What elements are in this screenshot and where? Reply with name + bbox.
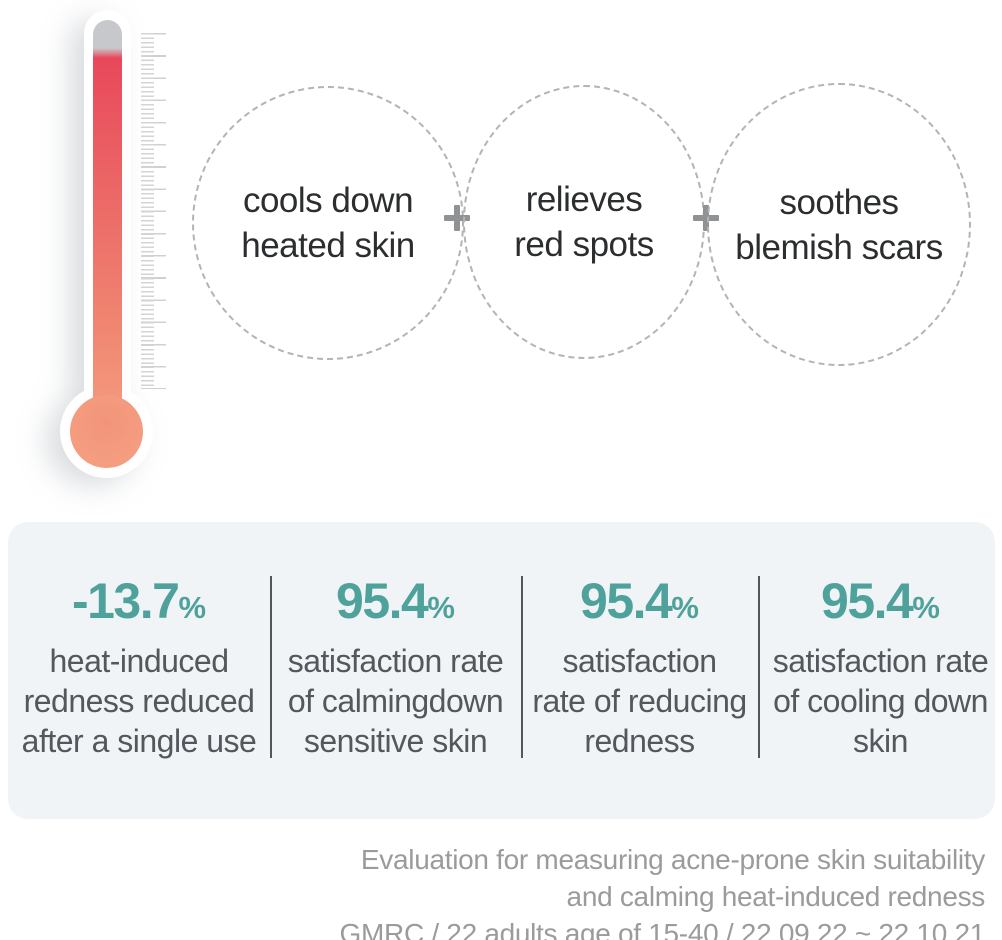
plus-icon bbox=[444, 205, 470, 231]
stat-description-line: heat-induced bbox=[49, 643, 229, 679]
benefit-line: red spots bbox=[514, 225, 654, 264]
stat-unit: % bbox=[671, 590, 699, 625]
benefit-line: heated skin bbox=[241, 226, 415, 265]
benefit-circle-relieves-red-spots: relieves red spots bbox=[463, 85, 705, 359]
stat-description-line: satisfaction bbox=[562, 643, 717, 679]
benefit-circle-soothes-scars: soothes blemish scars bbox=[707, 83, 971, 366]
stat-description-line: skin bbox=[853, 723, 908, 759]
stat-divider bbox=[270, 576, 272, 758]
stat-description-line: of calmingdown bbox=[287, 683, 504, 719]
stat-description-line: redness reduced bbox=[23, 683, 255, 719]
benefit-line: relieves bbox=[525, 180, 643, 219]
stat-unit: % bbox=[912, 590, 940, 625]
stat-description: heat-induced redness reduced after a sin… bbox=[8, 641, 270, 761]
stat-reducing-redness-satisfaction: 95.4% satisfaction rate of reducing redn… bbox=[521, 572, 758, 761]
stat-divider bbox=[758, 576, 760, 758]
stat-unit: % bbox=[178, 590, 207, 625]
stat-value: 95.4% bbox=[758, 572, 1002, 637]
thermometer-icon bbox=[0, 0, 220, 490]
benefit-line: soothes bbox=[779, 182, 899, 222]
stat-divider bbox=[521, 576, 523, 758]
benefit-circle-cools-down: cools down heated skin bbox=[192, 86, 464, 360]
stat-number: 95.4 bbox=[821, 573, 914, 629]
stat-description-line: redness bbox=[584, 723, 695, 759]
stat-number: 95.4 bbox=[336, 573, 429, 629]
benefit-line: cools down bbox=[242, 181, 414, 220]
footnote-line: and calming heat-induced redness bbox=[566, 881, 986, 912]
stat-value: 95.4% bbox=[270, 572, 521, 637]
study-footnote: Evaluation for measuring acne-prone skin… bbox=[339, 841, 986, 940]
stat-unit: % bbox=[427, 590, 455, 625]
stat-description-line: satisfaction rate bbox=[772, 643, 989, 679]
footnote-line: Evaluation for measuring acne-prone skin… bbox=[360, 844, 985, 875]
benefit-line: blemish scars bbox=[735, 227, 943, 267]
stat-description-line: sensitive skin bbox=[303, 723, 488, 759]
stat-description-line: of cooling down bbox=[773, 683, 988, 719]
plus-icon bbox=[693, 205, 719, 231]
stat-calming-satisfaction: 95.4% satisfaction rate of calmingdown s… bbox=[270, 572, 521, 761]
stat-description-line: rate of reducing bbox=[532, 683, 747, 719]
stat-value: -13.7% bbox=[8, 572, 270, 637]
stat-value: 95.4% bbox=[521, 572, 758, 637]
thermometer-mercury bbox=[93, 20, 122, 412]
stat-number: -13.7 bbox=[71, 573, 180, 629]
stat-description: satisfaction rate of reducing redness bbox=[521, 641, 758, 761]
stat-redness-reduced: -13.7% heat-induced redness reduced afte… bbox=[8, 572, 270, 761]
stat-description-line: satisfaction rate bbox=[287, 643, 504, 679]
thermometer-bulb-fill bbox=[70, 395, 143, 468]
footnote-line: GMRC / 22 adults age of 15-40 / 22.09.22… bbox=[339, 918, 986, 940]
stat-description: satisfaction rate of calmingdown sensiti… bbox=[270, 641, 521, 761]
stat-cooling-satisfaction: 95.4% satisfaction rate of cooling down … bbox=[758, 572, 1002, 761]
stat-description-line: after a single use bbox=[21, 723, 257, 759]
stat-number: 95.4 bbox=[580, 573, 673, 629]
thermometer-scale-ticks bbox=[141, 33, 166, 389]
stat-description: satisfaction rate of cooling down skin bbox=[758, 641, 1002, 761]
stats-panel: -13.7% heat-induced redness reduced afte… bbox=[8, 522, 995, 819]
